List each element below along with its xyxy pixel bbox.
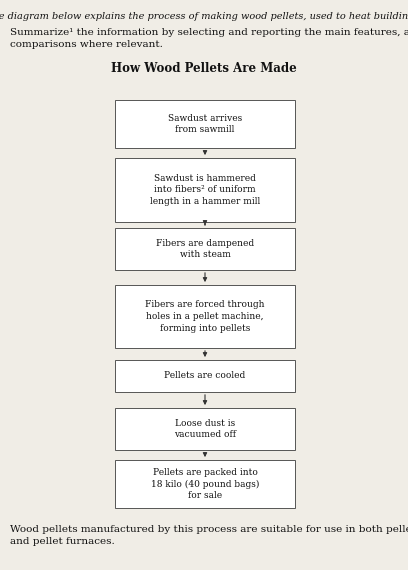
Text: Summarize¹ the information by selecting and reporting the main features, and mak: Summarize¹ the information by selecting …	[10, 28, 408, 37]
Text: The diagram below explains the process of making wood pellets, used to heat buil: The diagram below explains the process o…	[0, 12, 408, 21]
Text: Pellets are packed into
18 kilo (40 pound bags)
for sale: Pellets are packed into 18 kilo (40 poun…	[151, 467, 259, 500]
Text: Fibers are dampened
with steam: Fibers are dampened with steam	[156, 239, 254, 259]
Bar	[115, 285, 295, 348]
Bar	[115, 460, 295, 508]
Text: and pellet furnaces.: and pellet furnaces.	[10, 537, 115, 546]
Text: Loose dust is
vacuumed off: Loose dust is vacuumed off	[174, 418, 236, 439]
Text: comparisons where relevant.: comparisons where relevant.	[10, 40, 163, 49]
Bar	[115, 228, 295, 270]
Bar	[115, 100, 295, 148]
Bar	[115, 158, 295, 222]
Text: How Wood Pellets Are Made: How Wood Pellets Are Made	[111, 62, 297, 75]
Bar	[115, 408, 295, 450]
Text: Pellets are cooled: Pellets are cooled	[164, 372, 246, 381]
Text: Sawdust arrives
from sawmill: Sawdust arrives from sawmill	[168, 113, 242, 135]
Text: Sawdust is hammered
into fibers² of uniform
length in a hammer mill: Sawdust is hammered into fibers² of unif…	[150, 174, 260, 206]
Text: Wood pellets manufactured by this process are suitable for use in both pellet st: Wood pellets manufactured by this proces…	[10, 525, 408, 534]
Bar	[115, 360, 295, 392]
Text: Fibers are forced through
holes in a pellet machine,
forming into pellets: Fibers are forced through holes in a pel…	[145, 300, 265, 333]
